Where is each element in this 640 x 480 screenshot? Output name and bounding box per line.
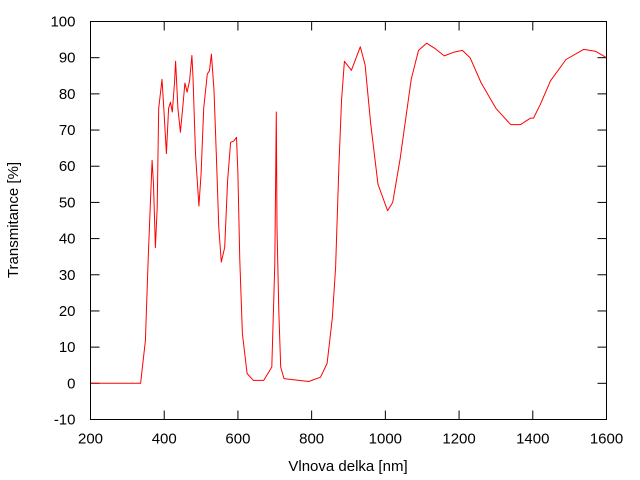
y-tick-label: 90 (59, 50, 76, 67)
y-tick-label: 50 (59, 194, 76, 211)
x-tick-label: 1400 (516, 431, 549, 448)
transmittance-line (90, 42, 607, 384)
plot-border (90, 21, 607, 420)
y-tick-label: -10 (54, 412, 76, 429)
x-tick-label: 1600 (590, 431, 623, 448)
y-tick-labels: -10 0 10 20 30 40 50 60 70 80 90 100 (50, 14, 75, 429)
x-axis-label: Vlnova delka [nm] (288, 458, 407, 475)
y-tick-label: 30 (59, 267, 76, 284)
y-tick-label: 100 (50, 14, 75, 31)
x-tick-label: 1200 (442, 431, 475, 448)
y-tick-label: 10 (59, 339, 76, 356)
x-tick-label: 600 (225, 431, 250, 448)
y-tick-label: 20 (59, 303, 76, 320)
y-tick-label: 80 (59, 86, 76, 103)
series-layer (90, 42, 607, 384)
x-tick-label: 200 (78, 431, 103, 448)
y-tick-label: 40 (59, 231, 76, 248)
axis-ticks (90, 21, 607, 420)
x-tick-label: 1000 (369, 431, 402, 448)
x-tick-label: 800 (299, 431, 324, 448)
y-tick-label: 70 (59, 122, 76, 139)
x-tick-label: 400 (152, 431, 177, 448)
x-tick-labels: 200 400 600 800 1000 1200 1400 1600 (78, 431, 623, 448)
y-tick-label: 0 (67, 375, 75, 392)
y-axis-label: Transmitance [%] (5, 162, 22, 278)
y-tick-label: 60 (59, 158, 76, 175)
